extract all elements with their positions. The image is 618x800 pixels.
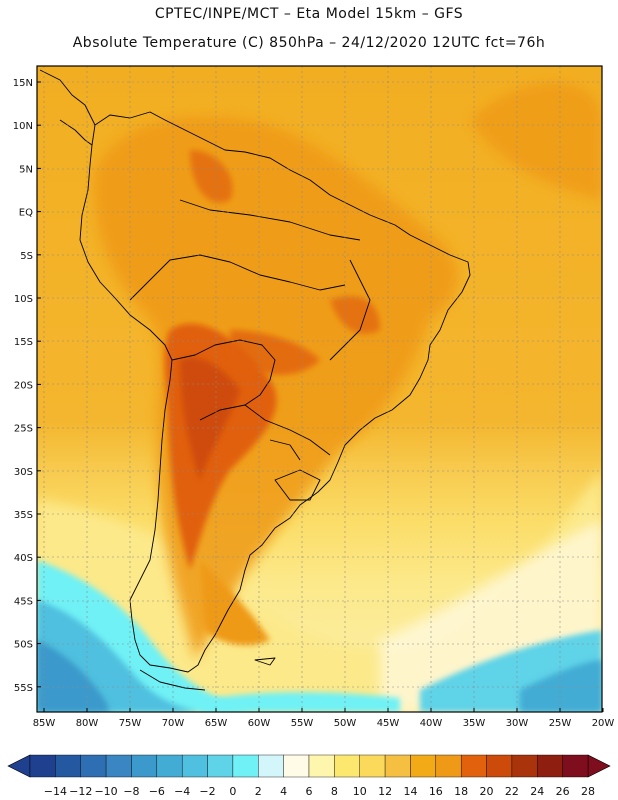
lat-tick-label: 30S	[14, 467, 33, 478]
lon-tick-label: 45W	[377, 718, 400, 729]
colorbar-label: −8	[123, 785, 139, 798]
longitude-axis: 85W 80W 75W 70W 65W 60W 55W 50W 45W 40W 35W 30W 25W 2…	[33, 708, 615, 729]
colorbar-swatch	[562, 754, 589, 778]
colorbar-swatch	[334, 754, 360, 778]
lon-tick-label: 85W	[33, 718, 56, 729]
colorbar-swatch	[232, 754, 259, 778]
colorbar-label: −4	[174, 785, 190, 798]
lon-tick-label: 55W	[291, 718, 314, 729]
map-title-line1: CPTEC/INPE/MCT – Eta Model 15km – GFS	[154, 6, 464, 22]
lat-tick-label: 5N	[19, 164, 33, 175]
colorbar-swatch	[181, 754, 208, 778]
lon-tick-label: 40W	[420, 718, 443, 729]
lat-tick-label: 40S	[14, 553, 33, 564]
colorbar-swatch	[359, 754, 386, 778]
colorbar-swatch	[460, 754, 487, 778]
lat-tick-label: 45S	[14, 596, 33, 607]
graticule	[37, 66, 602, 712]
lat-tick-label: 15S	[14, 337, 33, 348]
colorbar-swatch	[283, 754, 310, 778]
colorbar-label: 12	[378, 785, 392, 798]
colorbar-label: −2	[199, 785, 215, 798]
colorbar-label: 4	[280, 785, 287, 798]
colorbar-swatch	[410, 754, 437, 778]
colorbar-label: 26	[556, 785, 570, 798]
colorbar-label: 2	[255, 785, 262, 798]
colorbar-swatch	[29, 754, 56, 778]
colorbar-swatch	[384, 754, 411, 778]
lon-tick-label: 50W	[334, 718, 357, 729]
colorbar-swatch	[435, 754, 462, 778]
lat-tick-label: 55S	[14, 683, 33, 694]
colorbar-swatch	[537, 754, 563, 778]
temperature-field	[37, 66, 602, 712]
lon-tick-label: 35W	[463, 718, 486, 729]
lat-tick-label: EQ	[19, 208, 33, 219]
colorbar-label: −10	[94, 785, 117, 798]
lat-tick-label: 5S	[20, 251, 33, 262]
colorbar-label: 24	[530, 785, 544, 798]
colorbar-label: 14	[403, 785, 417, 798]
colorbar-label: 28	[581, 785, 595, 798]
lat-tick-label: 10S	[14, 294, 33, 305]
colorbar-low-arrow	[7, 754, 31, 778]
colorbar-label: 20	[480, 785, 494, 798]
colorbar-label: −12	[69, 785, 92, 798]
lon-tick-label: 75W	[119, 718, 142, 729]
colorbar-label: 10	[353, 785, 367, 798]
colorbar-label: 0	[229, 785, 236, 798]
latitude-axis: 15N 10N 5N EQ 5S 10S 15S 20S 25S 30S 35S 40S 45S 50S 5…	[13, 78, 41, 694]
colorbar-swatch	[131, 754, 158, 778]
lon-tick-label: 70W	[162, 718, 185, 729]
lat-tick-label: 50S	[14, 640, 33, 651]
colorbar-label: −6	[149, 785, 165, 798]
lon-tick-label: 60W	[248, 718, 271, 729]
colorbar-swatch	[308, 754, 335, 778]
colorbar-label: 8	[331, 785, 338, 798]
colorbar-label: 22	[505, 785, 519, 798]
colorbar: −14 −12 −10 −8 −6 −4 −2 0 2 4 6 8 10 12 14 16 18 20 22 24 26…	[7, 754, 611, 798]
colorbar-label: 6	[306, 785, 313, 798]
coastline	[39, 69, 471, 691]
map-title-line2: Absolute Temperature (C) 850hPa – 24/12/…	[72, 35, 546, 51]
map-frame	[36, 65, 603, 713]
colorbar-label: 18	[454, 785, 468, 798]
colorbar-label: 16	[429, 785, 443, 798]
colorbar-swatch	[156, 754, 183, 778]
colorbar-swatch	[80, 754, 107, 778]
lon-tick-label: 80W	[76, 718, 99, 729]
lat-tick-label: 10N	[13, 121, 33, 132]
lon-tick-label: 20W	[592, 718, 615, 729]
colorbar-swatch	[486, 754, 513, 778]
colorbar-label: −14	[44, 785, 67, 798]
lat-tick-label: 25S	[14, 424, 33, 435]
lat-tick-label: 15N	[13, 78, 33, 89]
lon-tick-label: 30W	[506, 718, 529, 729]
colorbar-swatch	[55, 754, 81, 778]
lon-tick-label: 25W	[549, 718, 572, 729]
lon-tick-label: 65W	[205, 718, 228, 729]
colorbar-swatch	[258, 754, 284, 778]
lat-tick-label: 20S	[14, 380, 33, 391]
colorbar-swatch	[105, 754, 132, 778]
colorbar-swatch	[207, 754, 234, 778]
colorbar-swatch	[511, 754, 538, 778]
colorbar-high-arrow	[587, 754, 611, 778]
lat-tick-label: 35S	[14, 510, 33, 521]
